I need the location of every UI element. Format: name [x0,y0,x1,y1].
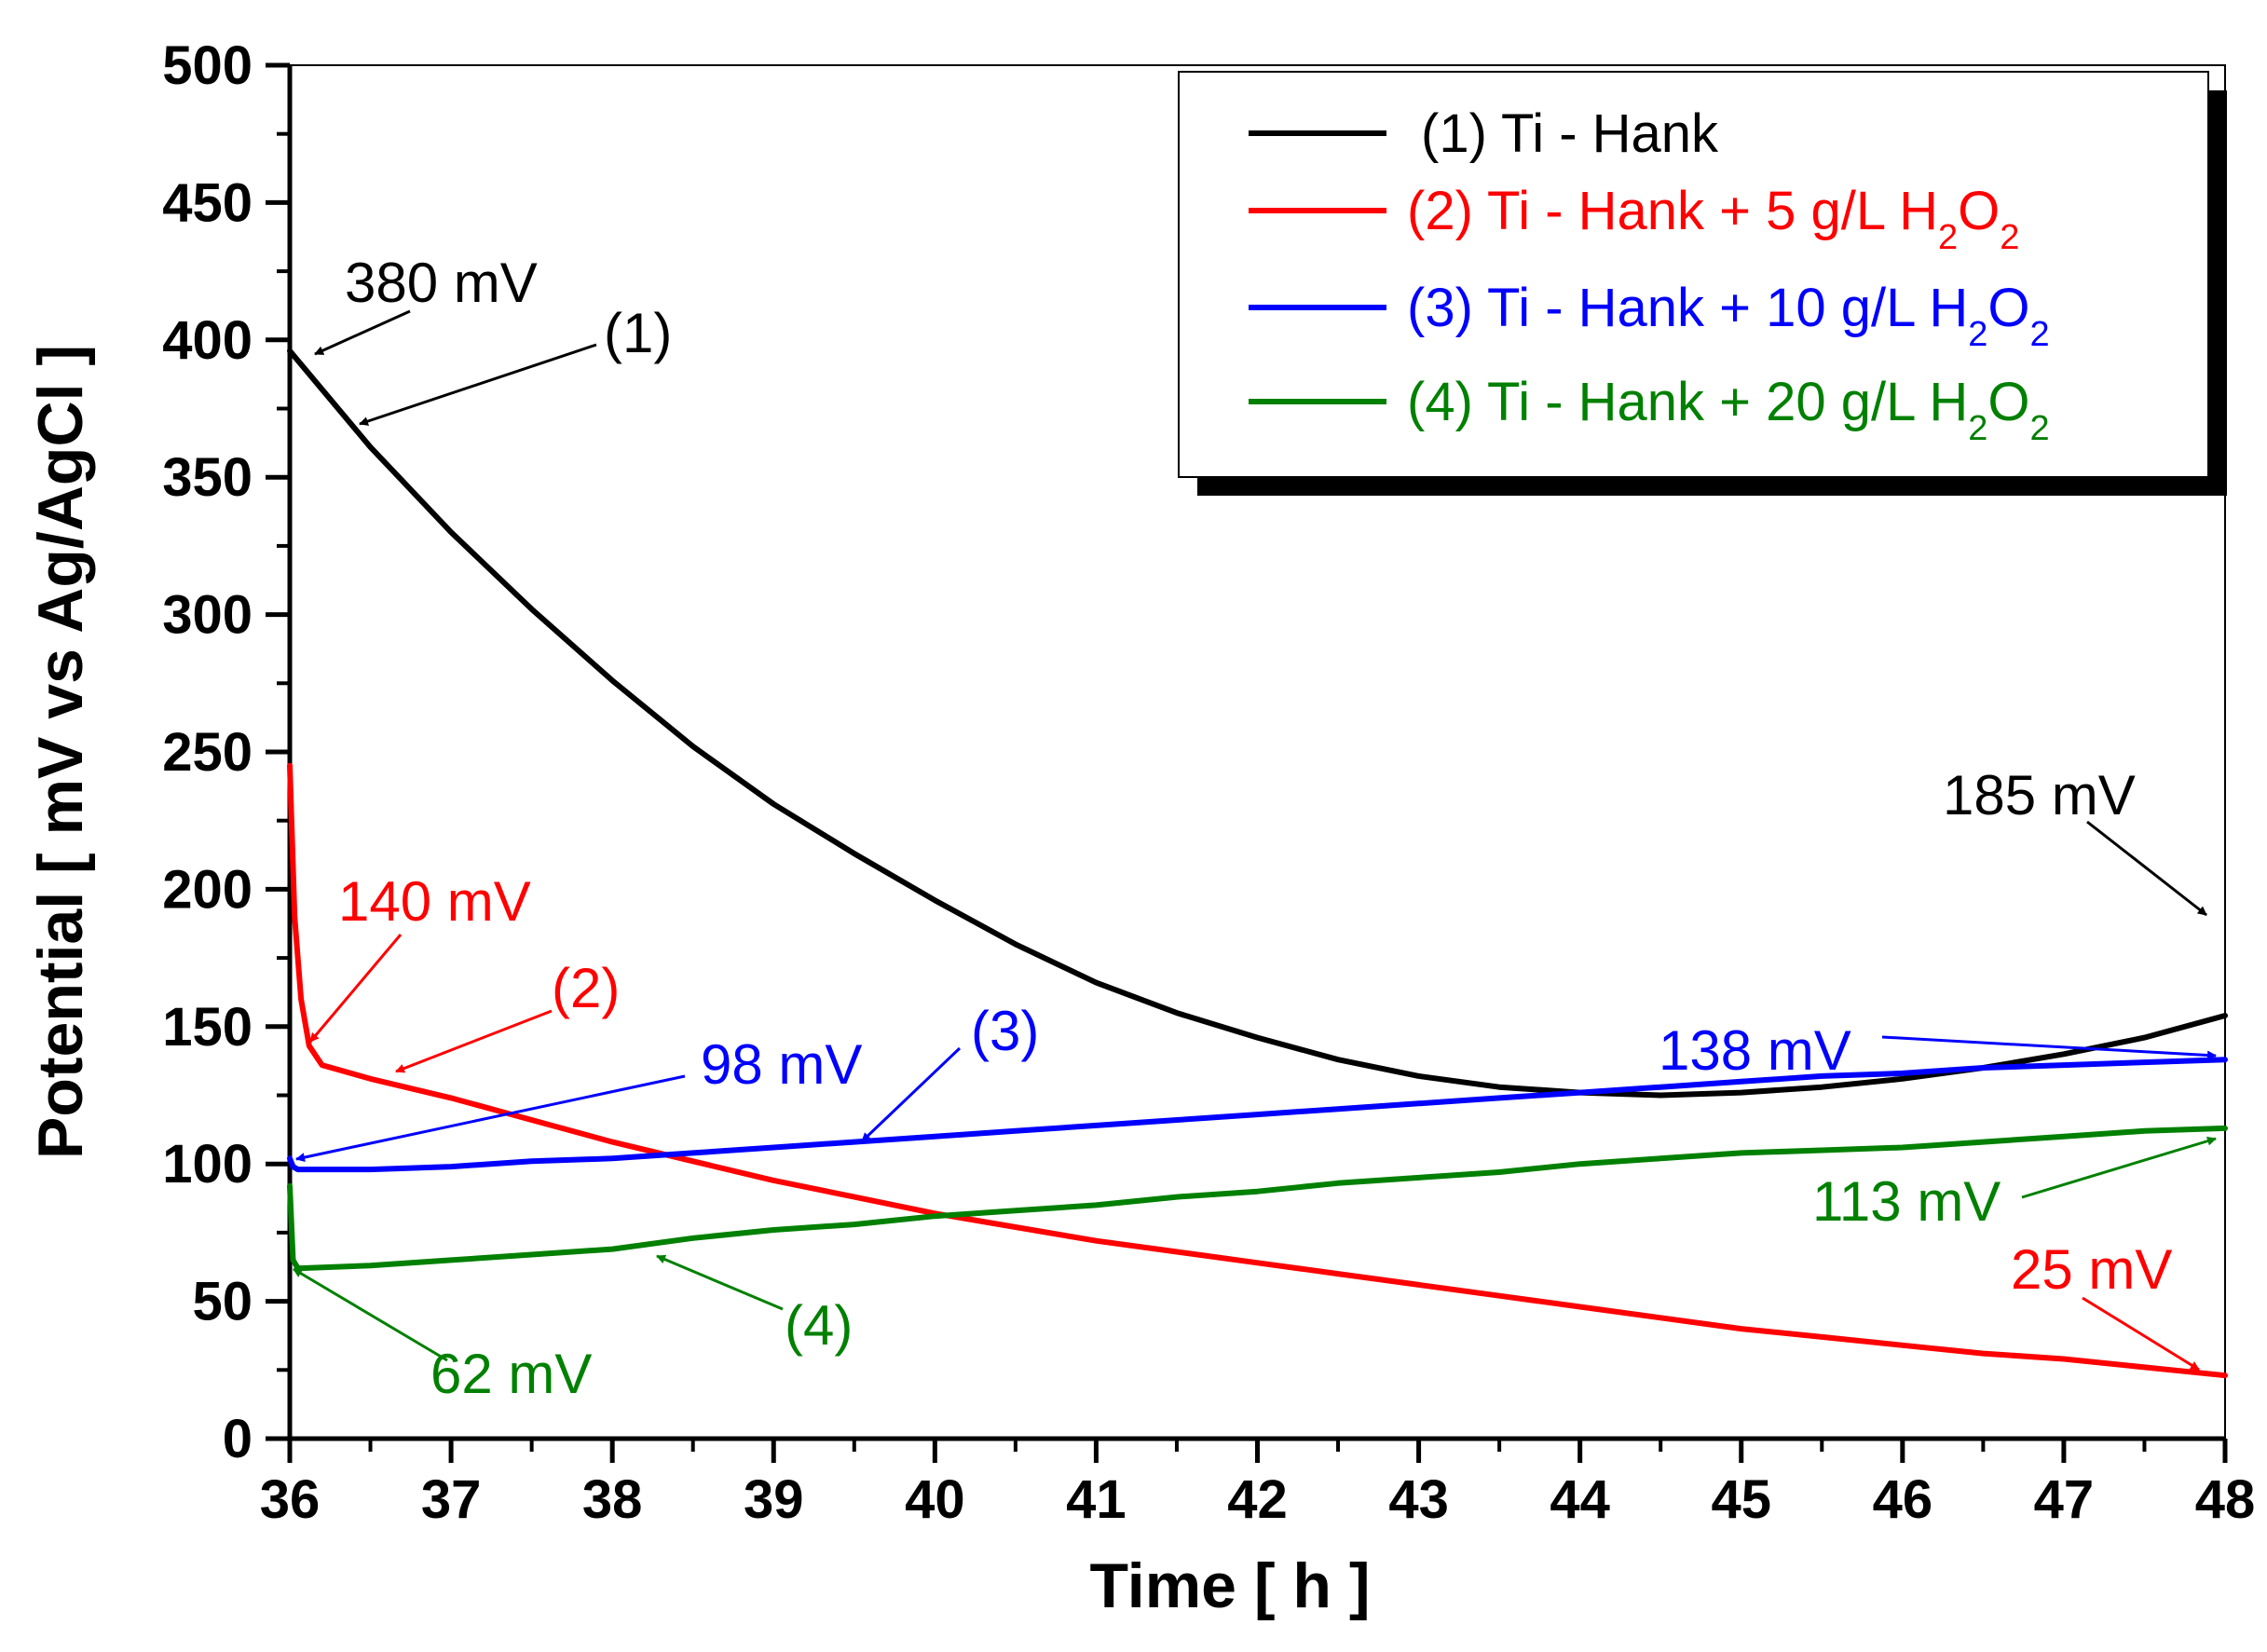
y-tick-label: 500 [162,35,253,96]
annotation-label-3-arrow [860,1046,962,1143]
annotation-62mv-arrow [293,1267,448,1362]
y-axis-title: Potential [ mV vs Ag/AgCl ] [25,345,96,1159]
annotation-label-3: (3) [971,1000,1039,1062]
series-lines [287,348,2228,1379]
annotation-113mv-arrow [2021,1136,2217,1199]
y-tick-label: 300 [162,585,253,646]
series-line-2 [287,762,2228,1379]
y-tick-label: 150 [162,997,253,1058]
y-tick-label: 100 [162,1134,253,1195]
x-tick-label: 48 [2195,1469,2256,1530]
annotation-140mv: 140 mV [338,870,531,933]
x-tick-label: 37 [421,1469,482,1530]
annotation-138mv-arrow [1881,1035,2217,1060]
annotation-380mv-arrow [314,309,411,356]
y-tick-label: 50 [192,1272,253,1332]
annotation-label-2: (2) [552,957,620,1019]
legend-box [1178,71,2209,478]
annotation-label-1: (1) [604,302,672,364]
y-tick-label: 0 [223,1409,253,1469]
annotation-label-4: (4) [785,1294,853,1357]
annotation-25mv: 25 mV [2011,1238,2172,1301]
annotation-62mv: 62 mV [430,1343,592,1405]
y-tick-label: 200 [162,859,253,920]
y-tick-label: 350 [162,447,253,508]
x-tick-label: 45 [1711,1469,1771,1530]
x-tick-label: 41 [1066,1469,1127,1530]
annotation-185mv: 185 mV [1943,764,2136,826]
x-tick-label: 38 [582,1469,643,1530]
annotations: 380 mV (1) 185 mV 140 mV (2) 25 mV 98 mV… [293,252,2217,1405]
x-tick-label: 42 [1227,1469,1288,1530]
annotation-label-2-arrow [395,1009,553,1073]
legend-label-3: (3) Ti - Hank + 10 g/L H2O2 [1407,278,2050,354]
annotation-label-1-arrow [359,343,597,426]
legend-label-4: (4) Ti - Hank + 20 g/L H2O2 [1407,372,2050,448]
annotation-113mv: 113 mV [1812,1170,2001,1233]
series-line-3 [287,1057,2228,1173]
y-tick-label: 450 [162,172,253,233]
y-tick-label: 250 [162,722,253,783]
annotation-25mv-arrow [2082,1296,2200,1372]
series-line-4 [287,1125,2228,1272]
x-tick-label: 44 [1550,1469,1610,1530]
x-tick-label: 39 [744,1469,804,1530]
x-axis-title: Time [ h ] [1090,1550,1371,1621]
x-tick-label: 46 [1873,1469,1933,1530]
x-tick-label: 36 [260,1469,321,1530]
annotation-138mv: 138 mV [1659,1019,1851,1082]
x-axis-ticks: 36 37 38 39 40 41 42 43 44 45 46 47 48 [260,1439,2256,1530]
annotation-140mv-arrow [308,934,403,1043]
y-tick-label: 400 [162,310,253,371]
series-line-1 [287,348,2228,1099]
annotation-label-4-arrow [656,1254,784,1311]
y-axis-ticks: 0 50 100 150 200 250 300 350 400 450 500 [162,35,290,1469]
x-tick-label: 40 [905,1469,965,1530]
x-tick-label: 43 [1388,1469,1449,1530]
annotation-380mv: 380 mV [345,252,538,314]
annotation-98mv-arrow [295,1074,686,1163]
legend: (1) Ti - Hank (2) Ti - Hank + 5 g/L H2O2… [1178,71,2227,496]
legend-label-2: (2) Ti - Hank + 5 g/L H2O2 [1407,181,2019,257]
legend-label-1: (1) Ti - Hank [1421,103,1719,164]
annotation-98mv: 98 mV [701,1033,862,1096]
x-tick-label: 47 [2034,1469,2095,1530]
annotation-185mv-arrow [2086,820,2207,917]
